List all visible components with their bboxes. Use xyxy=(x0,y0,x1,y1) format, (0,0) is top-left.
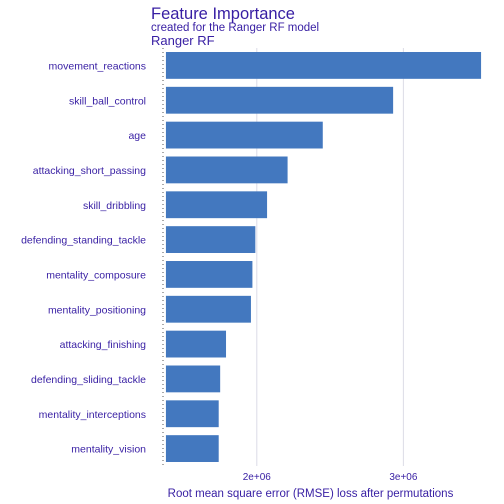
model-label: Ranger RF xyxy=(151,33,215,48)
x-tick-label-0: 2e+06 xyxy=(243,472,272,483)
bar-attacking_finishing xyxy=(165,330,227,358)
category-label-defending_standing_tackle: defending_standing_tackle xyxy=(21,235,146,247)
bar-mentality_vision xyxy=(165,435,219,462)
x-axis-label: Root mean square error (RMSE) loss after… xyxy=(168,488,454,500)
chart-title: Feature Importance xyxy=(151,5,295,23)
chart-subtitle: created for the Ranger RF model xyxy=(151,22,320,34)
category-label-movement_reactions: movement_reactions xyxy=(49,60,146,72)
category-label-attacking_short_passing: attacking_short_passing xyxy=(33,165,146,177)
bar-defending_standing_tackle xyxy=(165,226,256,253)
bar-mentality_interceptions xyxy=(165,400,219,428)
category-label-skill_dribbling: skill_dribbling xyxy=(83,200,146,212)
category-label-age: age xyxy=(128,130,146,142)
category-label-mentality_vision: mentality_vision xyxy=(71,444,146,456)
bar-movement_reactions xyxy=(165,52,482,79)
bar-mentality_composure xyxy=(165,261,253,288)
bar-skill_ball_control xyxy=(165,86,394,114)
bar-attacking_short_passing xyxy=(165,156,288,184)
x-tick-label-1: 3e+06 xyxy=(389,472,418,483)
category-label-mentality_interceptions: mentality_interceptions xyxy=(39,409,146,421)
bar-mentality_positioning xyxy=(165,295,251,323)
category-label-skill_ball_control: skill_ball_control xyxy=(69,95,146,107)
category-label-mentality_positioning: mentality_positioning xyxy=(48,304,146,316)
bar-age xyxy=(165,121,323,149)
category-label-mentality_composure: mentality_composure xyxy=(46,269,146,281)
category-label-defending_sliding_tackle: defending_sliding_tackle xyxy=(31,374,146,386)
category-label-attacking_finishing: attacking_finishing xyxy=(60,339,147,351)
bar-defending_sliding_tackle xyxy=(165,365,221,393)
bar-skill_dribbling xyxy=(165,191,268,219)
